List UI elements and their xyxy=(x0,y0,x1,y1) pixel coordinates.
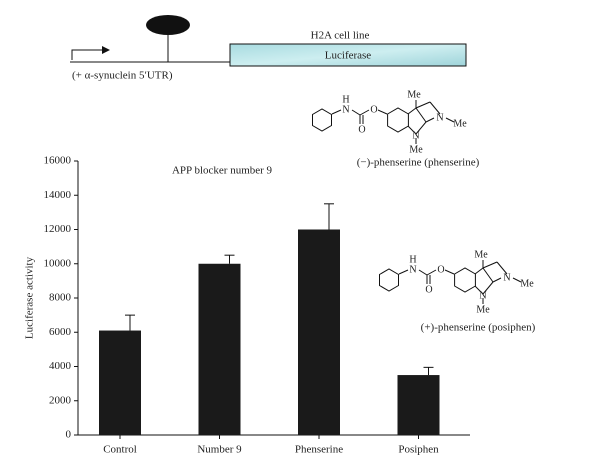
bond xyxy=(512,277,522,283)
bond xyxy=(415,121,427,135)
bond xyxy=(398,269,409,275)
bond xyxy=(482,267,494,283)
bond xyxy=(426,269,437,276)
bond xyxy=(425,117,435,123)
promoter-label: (+ α-synuclein 5′UTR) xyxy=(72,70,173,82)
promoter-arrow xyxy=(71,49,108,60)
y-tick-label: 4000 xyxy=(49,360,72,372)
bond xyxy=(415,101,431,109)
bond xyxy=(418,269,428,276)
y-tick-label: 0 xyxy=(66,429,72,441)
blocker-ellipse xyxy=(146,15,190,35)
y-tick-label: 12000 xyxy=(44,223,72,235)
atom-label: O xyxy=(425,284,432,295)
bond xyxy=(492,277,502,283)
bond xyxy=(415,107,427,123)
atom-label: Me xyxy=(474,249,488,260)
y-tick-label: 8000 xyxy=(49,292,72,304)
compound-name: (−)-phenserine (phenserine) xyxy=(357,157,480,169)
atom-label: O xyxy=(358,124,365,135)
bar xyxy=(298,229,340,435)
atom-label: Me xyxy=(520,278,534,289)
bar xyxy=(198,263,241,435)
bond xyxy=(359,109,370,116)
ring xyxy=(454,267,476,293)
construct-diagram: (+ α-synuclein 5′UTR) H2A cell line Luci… xyxy=(70,15,467,82)
cell-line-label: H2A cell line xyxy=(311,30,370,42)
y-axis-label: Luciferase activity xyxy=(24,256,36,339)
y-tick-label: 16000 xyxy=(44,155,72,167)
bond xyxy=(474,285,484,295)
bond xyxy=(331,109,342,115)
ring xyxy=(387,107,409,133)
bond xyxy=(482,281,494,295)
bar xyxy=(99,330,141,435)
atom-label: N xyxy=(412,130,419,141)
atom-label: O xyxy=(437,264,444,275)
x-tick-label: Posiphen xyxy=(398,444,439,456)
y-tick-label: 14000 xyxy=(44,189,72,201)
bond xyxy=(407,107,417,115)
bond xyxy=(351,109,361,116)
bond xyxy=(482,261,498,269)
atom-label: H xyxy=(409,254,416,265)
x-tick-label: Control xyxy=(103,444,137,456)
bond xyxy=(429,101,441,115)
x-tick-label: Number 9 xyxy=(197,444,242,456)
y-tick-label: 6000 xyxy=(49,326,72,338)
bond xyxy=(445,117,455,123)
x-tick-label: Phenserine xyxy=(295,444,343,456)
luciferase-box xyxy=(229,43,467,67)
atom-label: H xyxy=(342,94,349,105)
atom-label: O xyxy=(370,104,377,115)
y-tick-label: 10000 xyxy=(44,257,72,269)
atom-label: Me xyxy=(407,89,421,100)
arrow-head xyxy=(102,46,110,54)
atom-label: N xyxy=(409,264,416,275)
y-tick-label: 2000 xyxy=(49,394,72,406)
bond xyxy=(377,109,388,115)
atom-label: Me xyxy=(453,118,467,129)
atom-label: Me xyxy=(476,304,490,315)
bond xyxy=(474,267,484,275)
atom-label: N xyxy=(436,112,443,123)
atom-label: N xyxy=(479,290,486,301)
bar xyxy=(397,375,440,435)
reporter-label: Luciferase xyxy=(325,50,372,62)
compound-name: (+)-phenserine (posiphen) xyxy=(421,322,536,334)
ring xyxy=(312,108,332,132)
atom-label: Me xyxy=(409,144,423,155)
chart-title: APP blocker number 9 xyxy=(172,165,273,177)
ring xyxy=(379,268,399,292)
bond xyxy=(407,125,417,135)
atom-label: N xyxy=(342,104,349,115)
atom-label: N xyxy=(503,272,510,283)
bond xyxy=(496,261,508,275)
bond xyxy=(444,269,455,275)
